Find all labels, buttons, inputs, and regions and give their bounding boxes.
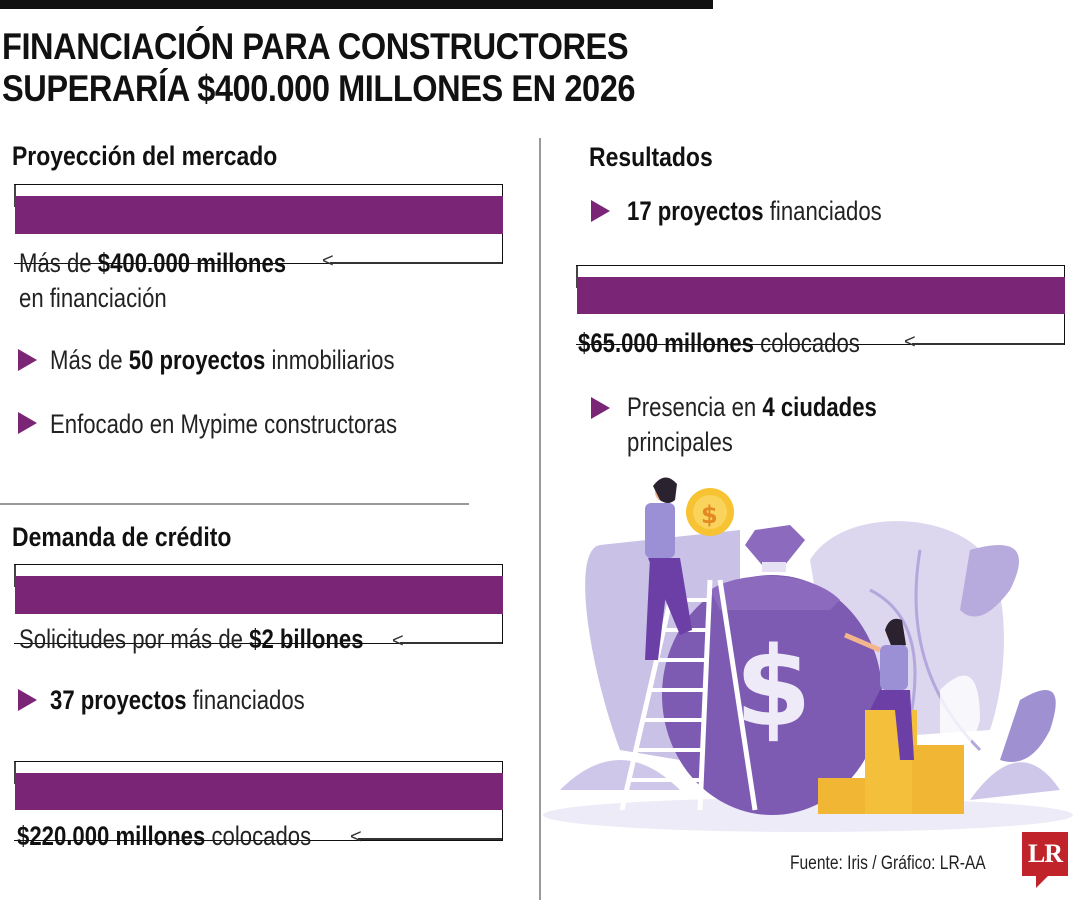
bullet-ciudades-line2: principales bbox=[627, 427, 733, 457]
bullet-pre: Más de bbox=[50, 345, 129, 375]
label-post: colocados bbox=[205, 821, 312, 851]
bar-resultados bbox=[577, 277, 1065, 314]
coin-dollar-icon: $ bbox=[701, 501, 718, 529]
heading-resultados: Resultados bbox=[589, 142, 713, 172]
source-credit: Fuente: Iris / Gráfico: LR-AA bbox=[790, 853, 986, 874]
bullet-triangle-icon bbox=[18, 412, 37, 434]
bar-frame-tick bbox=[576, 266, 578, 288]
arrow-left-icon: < bbox=[904, 331, 916, 353]
bar-frame-tick bbox=[14, 185, 16, 207]
bullet-proyectos: Más de 50 proyectos inmobiliarios bbox=[50, 343, 395, 377]
proyeccion-amount-label: Más de $400.000 millones bbox=[19, 246, 286, 280]
colocados-65-label: $65.000 millones colocados bbox=[578, 326, 860, 360]
heading-demanda: Demanda de crédito bbox=[12, 522, 232, 552]
colocados-220-label: $220.000 millones colocados bbox=[17, 819, 311, 853]
bullet-triangle-icon bbox=[591, 200, 610, 222]
bullet-ciudades: Presencia en 4 ciudades bbox=[627, 390, 877, 424]
bar-colocados bbox=[15, 773, 503, 810]
page-title: FINANCIACIÓN PARA CONSTRUCTORES SUPERARÍ… bbox=[2, 26, 635, 110]
money-bag-illustration: $ $ bbox=[543, 477, 1073, 832]
bullet-17-proyectos: 17 proyectos financiados bbox=[627, 194, 882, 228]
solicitudes-label: Solicitudes por más de $2 billones bbox=[19, 622, 364, 656]
arrow-left-icon: < bbox=[392, 630, 404, 652]
bullet-37-proyectos: 37 proyectos financiados bbox=[50, 683, 305, 717]
label-bold: $400.000 millones bbox=[97, 248, 287, 278]
leader-line bbox=[912, 343, 1064, 345]
arrow-left-icon: < bbox=[322, 250, 334, 272]
bullet-post: financiados bbox=[186, 685, 305, 715]
bullet-bold: 17 proyectos bbox=[627, 196, 764, 226]
label-bold: $2 billones bbox=[249, 624, 364, 654]
bullet-bold: 4 ciudades bbox=[762, 392, 877, 422]
bullet-bold: 37 proyectos bbox=[50, 685, 187, 715]
leader-line bbox=[358, 838, 502, 840]
lr-logo: LR bbox=[1022, 832, 1068, 876]
bar-frame-tick bbox=[14, 762, 16, 784]
label-bold: $220.000 millones bbox=[17, 821, 206, 851]
label-bold: $65.000 millones bbox=[578, 328, 755, 358]
heading-proyeccion: Proyección del mercado bbox=[12, 141, 278, 171]
bullet-triangle-icon bbox=[18, 349, 37, 371]
bullet-triangle-icon bbox=[591, 397, 610, 419]
bullet-post: financiados bbox=[763, 196, 882, 226]
label-post: colocados bbox=[754, 328, 860, 358]
column-divider bbox=[539, 138, 541, 900]
lr-logo-tail bbox=[1036, 876, 1048, 888]
label-pre: Solicitudes por más de bbox=[19, 624, 250, 654]
dollar-sign-icon: $ bbox=[735, 623, 812, 751]
section-divider bbox=[0, 503, 469, 505]
leader-line bbox=[400, 642, 502, 644]
leader-line bbox=[330, 262, 502, 264]
arrow-left-icon: < bbox=[350, 826, 362, 848]
bar-proyeccion bbox=[15, 196, 503, 234]
title-line-1: FINANCIACIÓN PARA CONSTRUCTORES bbox=[2, 26, 629, 67]
proyeccion-amount-line2: en financiación bbox=[19, 283, 167, 313]
bar-solicitudes bbox=[15, 576, 503, 614]
bullet-bold: 50 proyectos bbox=[128, 345, 266, 375]
bullet-mypime: Enfocado en Mypime constructoras bbox=[50, 409, 398, 439]
label-pre: Más de bbox=[19, 248, 98, 278]
bullet-triangle-icon bbox=[18, 689, 37, 711]
top-rule bbox=[0, 0, 713, 9]
bar-frame-tick bbox=[14, 565, 16, 587]
bullet-post: inmobiliarios bbox=[265, 345, 395, 375]
title-line-2: SUPERARÍA $400.000 MILLONES EN 2026 bbox=[2, 68, 636, 109]
bullet-pre: Presencia en bbox=[627, 392, 763, 422]
